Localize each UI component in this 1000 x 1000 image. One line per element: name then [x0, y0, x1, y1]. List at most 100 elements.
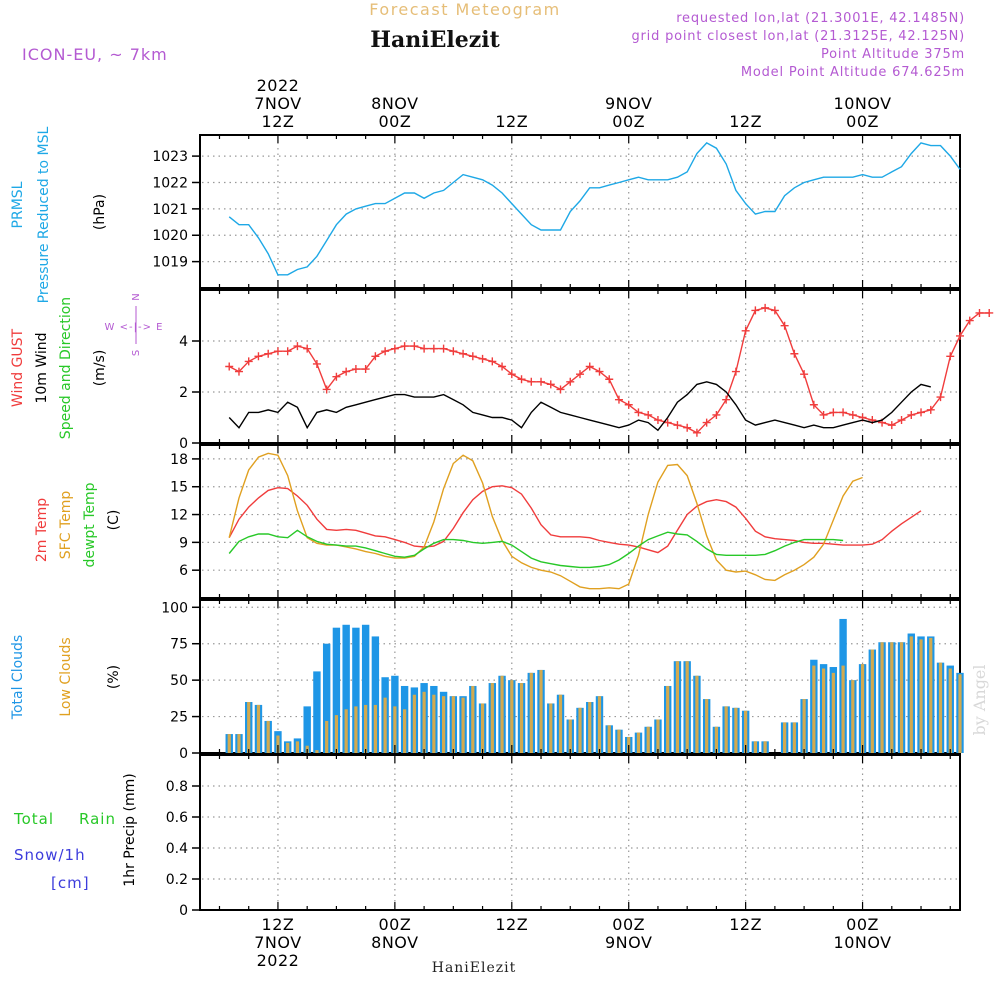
- series-line-prmsl: [228, 142, 961, 276]
- gust-point: [332, 372, 341, 381]
- bottom-time-label: 12Z: [495, 915, 528, 934]
- series-line-dewpt-temp: [228, 529, 844, 569]
- total-cloud-bar: [303, 706, 311, 753]
- top-time-label: 7NOV: [254, 94, 301, 113]
- low-cloud-bar: [451, 696, 455, 753]
- panel-wind-frame: [199, 289, 961, 444]
- tick-layer: 1019102010211022102302469121518025507510…: [152, 76, 951, 970]
- panel-temp-frame: [199, 444, 961, 599]
- gust-point: [907, 410, 916, 419]
- y-tick-label: 4: [179, 334, 188, 350]
- low-cloud-bar: [831, 672, 835, 753]
- info-closest: grid point closest lon,lat (21.3125E, 42…: [631, 29, 965, 44]
- bottom-time-label: 9NOV: [605, 933, 652, 952]
- y-tick-label: 0.8: [166, 779, 188, 795]
- low-cloud-bar: [471, 685, 475, 753]
- y-tick-label: 1022: [152, 175, 188, 191]
- gust-point: [439, 344, 448, 353]
- y-tick-label: 15: [170, 480, 188, 496]
- gust-point: [897, 416, 906, 425]
- low-cloud-bar: [714, 726, 719, 753]
- low-cloud-bar: [753, 741, 757, 753]
- top-time-label: 8NOV: [371, 94, 418, 113]
- low-cloud-bar: [909, 636, 913, 753]
- gust-point: [381, 347, 390, 356]
- low-cloud-bar: [480, 703, 485, 753]
- low-cloud-bar: [870, 649, 874, 753]
- info-altitude: Point Altitude 375m: [821, 47, 965, 62]
- gust-point: [303, 344, 312, 353]
- total-cloud-bar: [322, 643, 331, 753]
- gust-point: [683, 423, 692, 432]
- grid-layer: [202, 137, 958, 908]
- gust-point: [985, 308, 994, 317]
- gust-point: [273, 347, 282, 356]
- bottom-time-label: 12Z: [262, 915, 295, 934]
- gust-point: [663, 418, 672, 427]
- gust-point: [839, 408, 848, 417]
- info-requested: requested lon,lat (21.3001E, 42.1485N): [676, 11, 965, 26]
- precip-label-rain: Rain: [79, 810, 116, 828]
- gust-point: [264, 349, 273, 358]
- low-cloud-bar: [821, 668, 826, 753]
- temp-label-2m: 2m Temp: [34, 498, 50, 562]
- pressure-label-prmsl: PRMSL: [10, 181, 26, 228]
- gust-point: [653, 416, 662, 425]
- gust-point: [585, 362, 594, 371]
- gust-point: [634, 408, 643, 417]
- gust-point: [829, 408, 838, 417]
- y-tick-label: 1021: [152, 202, 188, 218]
- gust-point: [702, 418, 711, 427]
- low-cloud-bar: [422, 691, 426, 753]
- gust-point: [780, 321, 789, 330]
- low-cloud-bar: [266, 720, 270, 753]
- low-cloud-bar: [617, 729, 621, 753]
- low-cloud-bar: [636, 732, 641, 753]
- total-cloud-bar: [313, 671, 321, 753]
- gust-point: [254, 352, 263, 361]
- total-cloud-bar: [352, 627, 360, 753]
- gust-point: [751, 306, 760, 315]
- temp-label-dew: dewpt Temp: [82, 482, 98, 567]
- low-cloud-bar: [519, 683, 524, 753]
- gust-point: [917, 408, 926, 417]
- temp-unit: (C): [106, 510, 122, 531]
- low-cloud-bar: [841, 665, 845, 753]
- pressure-label-msl: Pressure Reduced to MSL: [36, 126, 52, 303]
- gust-point: [410, 342, 419, 351]
- bottom-time-label: 10NOV: [834, 933, 892, 952]
- precip-label-cm: [cm]: [51, 874, 90, 892]
- pressure-unit: (hPa): [92, 194, 108, 230]
- low-cloud-bar: [334, 715, 339, 753]
- gust-point: [351, 365, 360, 374]
- gust-point: [449, 347, 458, 356]
- gust-point: [614, 395, 623, 404]
- compass-north: N: [131, 293, 142, 300]
- series-line-wind-gust: [228, 307, 990, 434]
- series-line-10m-wind: [228, 381, 931, 432]
- y-tick-label: 12: [170, 508, 188, 524]
- total-cloud-bar: [332, 627, 341, 753]
- bottom-time-label: 8NOV: [371, 933, 418, 952]
- top-time-label: 9NOV: [605, 94, 652, 113]
- low-cloud-bar: [802, 699, 806, 753]
- y-tick-label: 0: [179, 746, 188, 762]
- gust-point: [975, 308, 984, 317]
- low-cloud-bar: [948, 668, 952, 753]
- low-cloud-bar: [412, 694, 416, 753]
- low-cloud-bar: [666, 685, 670, 753]
- y-tick-label: 9: [179, 535, 188, 551]
- gust-point: [527, 377, 536, 386]
- low-cloud-bar: [364, 704, 368, 753]
- low-cloud-bar: [646, 726, 650, 753]
- gust-point: [926, 405, 935, 414]
- bottom-time-label: 2022: [257, 951, 300, 970]
- y-tick-label: 6: [179, 563, 188, 579]
- low-cloud-bar: [695, 675, 699, 753]
- gust-point: [712, 410, 721, 419]
- y-tick-label: 2: [179, 385, 188, 401]
- gust-point: [819, 410, 828, 419]
- compass-row: W <-|-> E: [105, 322, 164, 333]
- gust-point: [234, 367, 243, 376]
- precip-label-total: Total: [13, 810, 54, 828]
